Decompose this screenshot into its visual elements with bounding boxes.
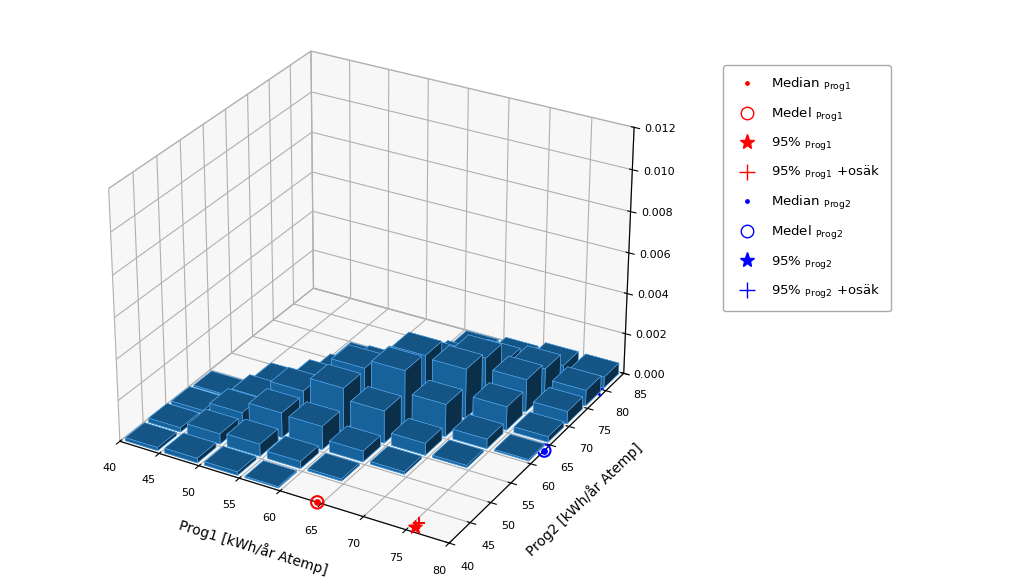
X-axis label: Prog1 [kWh/år Atemp]: Prog1 [kWh/år Atemp] (177, 517, 330, 577)
Legend: Median $\mathregular{_{Prog1}}$, Medel $\mathregular{_{Prog1}}$, 95% $\mathregul: Median $\mathregular{_{Prog1}}$, Medel $… (723, 65, 891, 311)
Y-axis label: Prog2 [kWh/år Atemp]: Prog2 [kWh/år Atemp] (523, 440, 645, 559)
